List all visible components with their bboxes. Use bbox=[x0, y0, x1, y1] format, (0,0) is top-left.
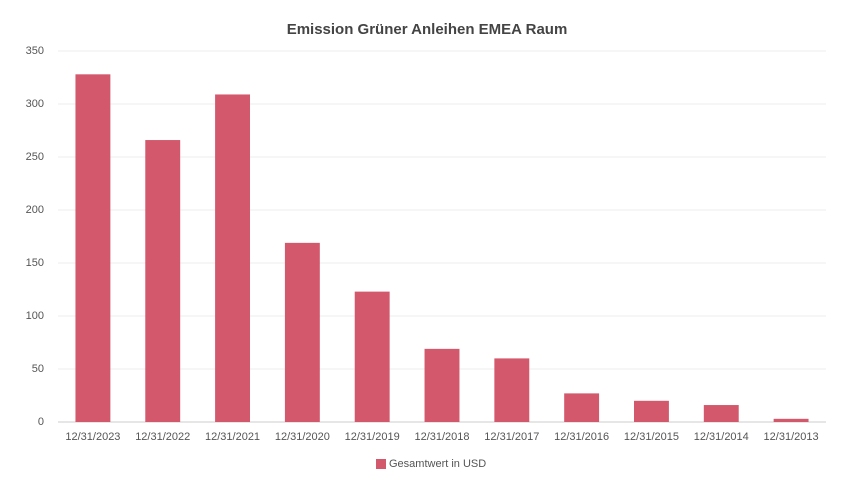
bar bbox=[75, 74, 111, 422]
y-tick-label: 100 bbox=[26, 310, 44, 322]
x-tick-label: 12/31/2017 bbox=[484, 431, 539, 443]
x-tick-label: 12/31/2016 bbox=[554, 431, 609, 443]
y-tick-label: 350 bbox=[26, 45, 44, 57]
bar bbox=[145, 140, 181, 423]
bar bbox=[284, 242, 320, 422]
x-tick-label: 12/31/2013 bbox=[764, 431, 819, 443]
bar bbox=[773, 418, 809, 422]
chart-title: Emission Grüner Anleihen EMEA Raum bbox=[287, 21, 568, 38]
bar bbox=[703, 405, 739, 422]
bar bbox=[494, 358, 530, 422]
y-tick-label: 0 bbox=[38, 416, 44, 428]
x-tick-label: 12/31/2020 bbox=[275, 431, 330, 443]
y-tick-label: 200 bbox=[26, 204, 44, 216]
x-tick-label: 12/31/2015 bbox=[624, 431, 679, 443]
legend-swatch bbox=[376, 459, 386, 469]
x-tick-label: 12/31/2014 bbox=[694, 431, 749, 443]
bar bbox=[354, 291, 390, 422]
x-tick-label: 12/31/2019 bbox=[345, 431, 400, 443]
x-tick-label: 12/31/2023 bbox=[65, 431, 120, 443]
x-tick-label: 12/31/2022 bbox=[135, 431, 190, 443]
bar bbox=[564, 393, 600, 422]
y-tick-label: 250 bbox=[26, 151, 44, 163]
x-tick-label: 12/31/2021 bbox=[205, 431, 260, 443]
y-tick-label: 50 bbox=[32, 363, 44, 375]
y-tick-label: 300 bbox=[26, 98, 44, 110]
bar bbox=[424, 348, 460, 422]
y-tick-label: 150 bbox=[26, 257, 44, 269]
bar bbox=[634, 400, 669, 422]
legend-label: Gesamtwert in USD bbox=[389, 458, 486, 470]
x-tick-label: 12/31/2018 bbox=[414, 431, 469, 443]
bar bbox=[215, 94, 250, 423]
